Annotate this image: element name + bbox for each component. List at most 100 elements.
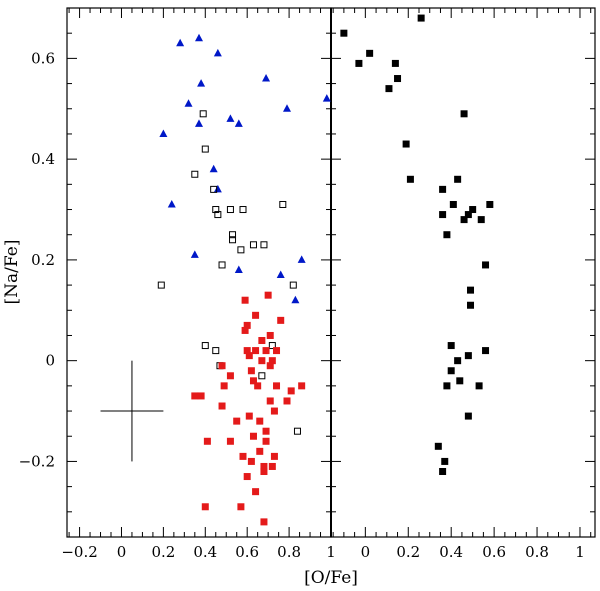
x-tick-label: 0.8	[277, 543, 301, 561]
y-axis-label: [Na/Fe]	[2, 240, 22, 305]
x-tick-label: 0	[361, 543, 371, 561]
error-bar	[100, 360, 164, 462]
black-square-point	[406, 175, 414, 183]
open-square-point	[289, 281, 297, 289]
red-square-point	[243, 347, 251, 355]
black-square-point	[449, 200, 457, 208]
left-data-points	[157, 33, 331, 526]
red-square-point	[260, 468, 268, 476]
red-square-point	[260, 518, 268, 526]
red-square-point	[283, 397, 291, 405]
red-square-point	[226, 372, 234, 380]
red-square-point	[239, 452, 247, 460]
x-tick-label: 0.6	[235, 543, 259, 561]
black-square-point	[469, 206, 477, 214]
x-tick-label: 0.6	[482, 543, 506, 561]
blue-triangle-point	[276, 270, 285, 279]
open-square-point	[218, 261, 226, 269]
blue-triangle-point	[226, 114, 235, 122]
black-square-point	[456, 377, 464, 385]
black-square-point	[340, 29, 348, 37]
red-square-point	[298, 382, 306, 390]
open-square-point	[229, 236, 237, 244]
red-square-point	[241, 296, 249, 304]
black-square-point	[366, 49, 374, 57]
x-tick-label: 0.4	[439, 543, 463, 561]
black-square-point	[417, 14, 425, 22]
red-square-point	[220, 382, 228, 390]
x-tick-label: 0.2	[151, 543, 175, 561]
open-square-point	[258, 372, 266, 380]
x-tick-label: 0	[117, 543, 127, 561]
y-tick-label: 0.6	[31, 49, 55, 67]
open-square-point	[201, 342, 209, 350]
red-square-point	[262, 347, 270, 355]
open-square-point	[279, 200, 287, 208]
red-square-point	[243, 321, 251, 329]
y-tick-label: 0	[45, 352, 55, 370]
blue-triangle-point	[195, 33, 203, 42]
blue-triangle-point	[322, 94, 331, 102]
right-data-points	[340, 14, 494, 476]
black-square-point	[464, 352, 472, 360]
black-square-point	[439, 211, 447, 219]
black-square-point	[482, 347, 490, 355]
red-square-point	[247, 457, 255, 465]
blue-triangle-point	[176, 38, 185, 47]
blue-triangle-point	[213, 184, 222, 193]
left-axis-ticks: −0.2 0 0.2 0.4 0.6 0.8 1 −0.2 0 0.2 0.4 0.6	[19, 7, 336, 561]
red-square-point	[243, 473, 251, 481]
black-square-point	[441, 457, 449, 465]
open-square-point	[210, 185, 218, 193]
x-tick-label: −0.2	[61, 543, 97, 561]
open-square-point	[199, 110, 207, 118]
black-square-point	[464, 412, 472, 420]
red-square-point	[233, 417, 241, 425]
black-square-point	[482, 261, 490, 269]
red-square-point	[262, 437, 270, 445]
right-axis-ticks: 0 0.2 0.4 0.6 0.8 1	[331, 7, 595, 561]
x-tick-label: 0.4	[193, 543, 217, 561]
y-tick-label: −0.2	[19, 452, 55, 470]
red-square-point	[237, 503, 245, 511]
red-square-point	[268, 462, 276, 470]
black-square-point	[447, 342, 455, 350]
red-square-point	[266, 362, 274, 370]
black-square-point	[467, 301, 475, 309]
red-square-point	[245, 352, 253, 360]
y-tick-label: 0.2	[31, 251, 55, 269]
red-square-point	[203, 437, 211, 445]
blue-triangle-point	[234, 265, 243, 273]
black-square-point	[391, 59, 399, 67]
black-square-point	[434, 442, 442, 450]
red-square-point	[197, 392, 205, 400]
open-square-point	[212, 347, 220, 355]
red-square-point	[277, 316, 285, 324]
red-square-point	[218, 362, 226, 370]
black-square-point	[443, 382, 451, 390]
red-square-point	[254, 382, 262, 390]
open-square-point	[229, 231, 237, 239]
red-square-point	[258, 337, 266, 345]
black-square-point	[460, 110, 468, 118]
blue-triangle-point	[262, 74, 271, 82]
blue-triangle-point	[213, 48, 222, 57]
blue-triangle-point	[234, 119, 243, 127]
open-square-point	[239, 206, 247, 214]
black-square-point	[447, 367, 455, 375]
x-tick-label: 1	[326, 543, 336, 561]
blue-triangle-point	[297, 255, 306, 263]
red-square-point	[201, 503, 209, 511]
right-panel-frame	[330, 7, 596, 538]
blue-triangle-point	[167, 199, 176, 208]
black-square-point	[477, 216, 485, 224]
red-square-point	[249, 377, 257, 385]
red-square-point	[252, 347, 260, 355]
open-square-point	[249, 241, 257, 249]
red-square-point	[252, 311, 260, 319]
red-square-point	[270, 407, 278, 415]
open-square-point	[226, 206, 234, 214]
x-tick-label: 0.2	[396, 543, 420, 561]
black-square-point	[439, 468, 447, 476]
